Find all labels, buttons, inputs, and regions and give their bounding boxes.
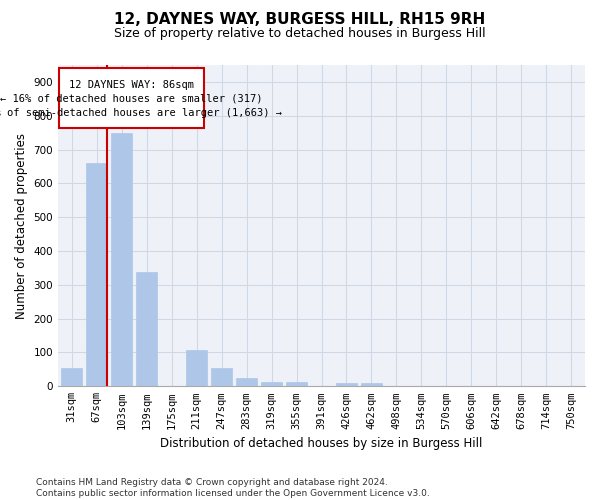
Bar <box>111 132 133 386</box>
Text: Size of property relative to detached houses in Burgess Hill: Size of property relative to detached ho… <box>114 28 486 40</box>
Bar <box>286 382 307 386</box>
Text: Contains HM Land Registry data © Crown copyright and database right 2024.
Contai: Contains HM Land Registry data © Crown c… <box>36 478 430 498</box>
Text: 12 DAYNES WAY: 86sqm: 12 DAYNES WAY: 86sqm <box>69 80 194 90</box>
Bar <box>136 272 157 386</box>
Y-axis label: Number of detached properties: Number of detached properties <box>15 132 28 318</box>
Bar <box>186 350 207 387</box>
X-axis label: Distribution of detached houses by size in Burgess Hill: Distribution of detached houses by size … <box>160 437 483 450</box>
Bar <box>361 383 382 386</box>
Bar <box>236 378 257 386</box>
Bar <box>211 368 232 386</box>
Bar <box>61 368 82 386</box>
FancyBboxPatch shape <box>59 68 204 128</box>
Text: 83% of semi-detached houses are larger (1,663) →: 83% of semi-detached houses are larger (… <box>0 108 282 118</box>
Text: 12, DAYNES WAY, BURGESS HILL, RH15 9RH: 12, DAYNES WAY, BURGESS HILL, RH15 9RH <box>115 12 485 28</box>
Text: ← 16% of detached houses are smaller (317): ← 16% of detached houses are smaller (31… <box>1 94 263 104</box>
Bar <box>261 382 282 386</box>
Bar <box>336 384 357 386</box>
Bar <box>86 163 107 386</box>
